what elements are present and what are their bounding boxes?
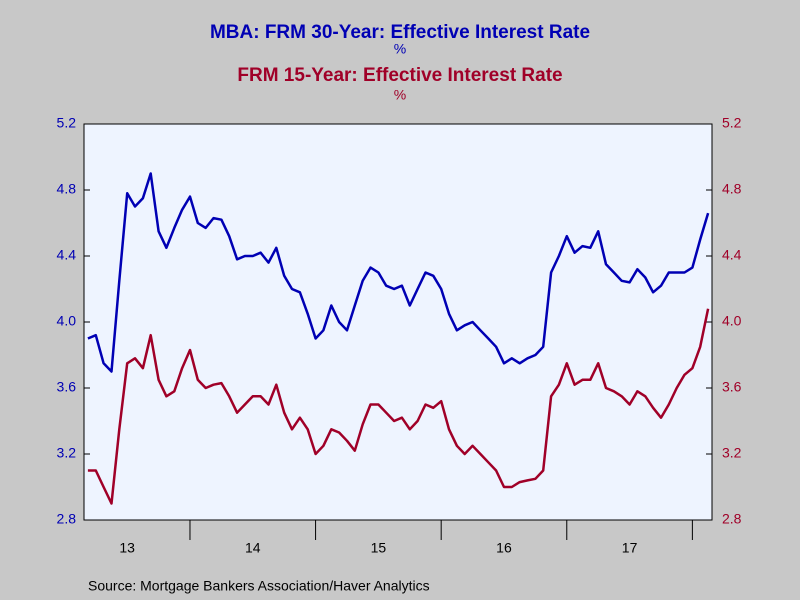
series-line bbox=[87, 172, 710, 373]
tick-label: 4.4 bbox=[722, 247, 742, 263]
tick-label: 3.2 bbox=[722, 445, 742, 461]
unit: % bbox=[394, 87, 406, 103]
tick-label: 3.6 bbox=[722, 379, 742, 395]
x-tick-label: 14 bbox=[245, 540, 261, 556]
tick-label: 5.2 bbox=[722, 115, 742, 131]
tick-label: 3.6 bbox=[57, 379, 77, 395]
tick-label: 4.8 bbox=[722, 181, 742, 197]
x-tick-label: 13 bbox=[119, 540, 135, 556]
tick-label: 4.0 bbox=[57, 313, 77, 329]
tick-label: 4.4 bbox=[57, 247, 77, 263]
x-tick-label: 15 bbox=[371, 540, 387, 556]
tick-label: 4.8 bbox=[57, 181, 77, 197]
source: Source: Mortgage Bankers Association/Hav… bbox=[88, 578, 430, 594]
tick-label: 2.8 bbox=[57, 511, 77, 527]
unit: % bbox=[394, 41, 406, 57]
tick-label: 2.8 bbox=[722, 511, 742, 527]
tick-label: 4.0 bbox=[722, 313, 742, 329]
tick-label: 5.2 bbox=[57, 115, 77, 131]
series-line bbox=[87, 308, 710, 505]
tick-label: 3.2 bbox=[57, 445, 77, 461]
title: FRM 15-Year: Effective Interest Rate bbox=[237, 65, 562, 86]
title: MBA: FRM 30-Year: Effective Interest Rat… bbox=[210, 22, 590, 43]
x-tick-label: 16 bbox=[496, 540, 512, 556]
plot-area bbox=[83, 123, 713, 521]
x-tick-label: 17 bbox=[622, 540, 638, 556]
